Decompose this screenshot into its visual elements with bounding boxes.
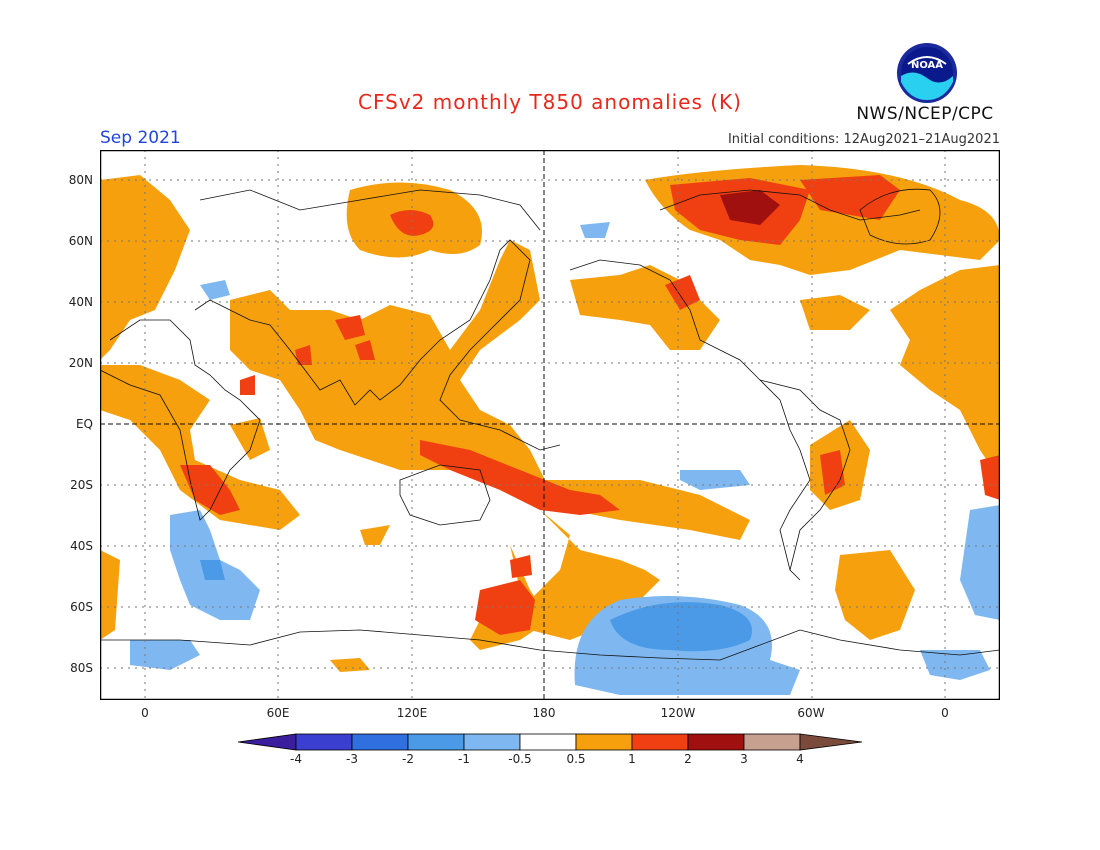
colorbar-bin [295, 733, 353, 751]
deepest-warm-anomaly [720, 190, 780, 225]
colorbar-bin [351, 733, 409, 751]
strong-cool-anomaly-fields [200, 560, 752, 652]
agency-label: NWS/NCEP/CPC [856, 104, 994, 124]
colorbar-bin [407, 733, 465, 751]
anomaly-map [100, 150, 1000, 700]
colorbar-bin [743, 733, 801, 751]
forecast-month: Sep 2021 [100, 128, 181, 148]
colorbar-right-arrow [799, 733, 862, 751]
colorbar-label: -0.5 [508, 752, 532, 766]
lat-label-40s: 40S [70, 539, 93, 553]
colorbar-bin [687, 733, 745, 751]
colorbar-label: -3 [346, 752, 358, 766]
lon-label-120w: 120W [660, 706, 696, 720]
lat-label-80s: 80S [70, 661, 93, 675]
colorbar-label: -4 [290, 752, 302, 766]
coastlines [100, 188, 1000, 661]
lon-label-0-east: 0 [941, 706, 949, 720]
lat-label-20s: 20S [70, 478, 93, 492]
colorbar-bin [519, 733, 577, 751]
colorbar-label: 0.5 [566, 752, 586, 766]
lat-label-60n: 60N [68, 234, 93, 248]
colorbar-label: 3 [740, 752, 748, 766]
lon-label-180: 180 [532, 706, 556, 720]
initial-conditions: Initial conditions: 12Aug2021–21Aug2021 [727, 132, 1000, 147]
colorbar-bin [631, 733, 689, 751]
colorbar-label: 1 [628, 752, 636, 766]
colorbar-left-arrow [238, 733, 297, 751]
colorbar-label: -1 [458, 752, 470, 766]
logo-text: NOAA [911, 60, 943, 71]
noaa-logo: NOAA [897, 43, 957, 103]
colorbar-label: 2 [684, 752, 692, 766]
lon-label-60e: 60E [266, 706, 290, 720]
map-title: CFSv2 monthly T850 anomalies (K) [358, 90, 742, 114]
reference-lines [100, 150, 1000, 700]
lat-label-20n: 20N [68, 356, 93, 370]
lat-label-eq: EQ [75, 417, 93, 431]
colorbar-label: 4 [796, 752, 804, 766]
colorbar-bin [463, 733, 521, 751]
colorbar-bin [575, 733, 633, 751]
lon-label-0-west: 0 [141, 706, 149, 720]
colorbar-label: -2 [402, 752, 414, 766]
lon-label-120e: 120E [396, 706, 428, 720]
warm-anomaly-fields [100, 165, 1000, 672]
map-frame [100, 150, 1000, 700]
lat-label-60s: 60S [70, 600, 93, 614]
graticule [100, 150, 1000, 700]
lat-label-40n: 40N [68, 295, 93, 309]
lon-label-60w: 60W [797, 706, 825, 720]
lat-label-80n: 80N [68, 173, 93, 187]
colorbar [238, 733, 862, 751]
